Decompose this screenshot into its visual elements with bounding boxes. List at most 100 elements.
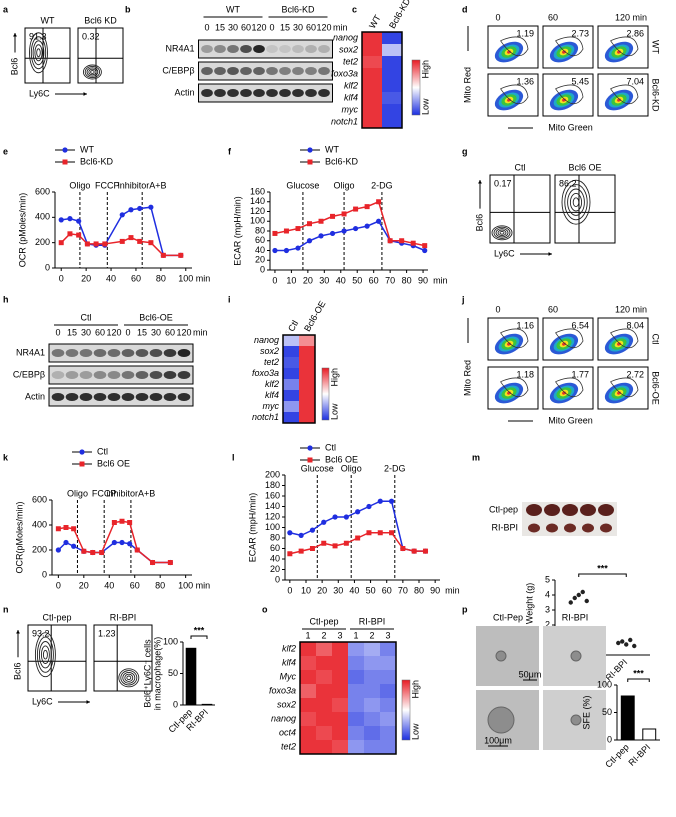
band bbox=[135, 393, 149, 401]
heat-cell bbox=[364, 712, 381, 727]
row-label: klf4 bbox=[265, 390, 279, 400]
heat-cell bbox=[364, 642, 381, 657]
panel-letter: m bbox=[472, 452, 480, 462]
lane-label: 30 bbox=[151, 327, 161, 337]
point bbox=[318, 233, 324, 239]
significance-bracket bbox=[627, 678, 650, 682]
point bbox=[321, 540, 327, 546]
lane-label: 15 bbox=[137, 327, 147, 337]
heat-cell bbox=[300, 726, 317, 741]
point bbox=[580, 589, 585, 595]
band bbox=[79, 349, 93, 357]
point bbox=[309, 527, 316, 533]
y-tick-label: 0 bbox=[260, 264, 265, 274]
legend-label: Bcl6 OE bbox=[97, 458, 130, 468]
x-tick-label: Ctl-pep bbox=[603, 742, 631, 770]
significance-bracket bbox=[190, 635, 208, 639]
point bbox=[90, 550, 96, 555]
lane-label: 0 bbox=[269, 22, 274, 32]
band bbox=[201, 67, 213, 75]
contour bbox=[564, 184, 588, 221]
heat-cell bbox=[380, 670, 397, 685]
point bbox=[332, 514, 338, 520]
heat-cell bbox=[283, 357, 300, 369]
heat-cell bbox=[300, 698, 317, 713]
lane-label: 15 bbox=[215, 22, 225, 32]
heat-cell bbox=[332, 656, 349, 671]
y-axis-label: SFE (%) bbox=[581, 695, 591, 729]
heat-cell bbox=[300, 642, 317, 657]
scale-label: Low bbox=[420, 98, 430, 115]
heat-cell bbox=[299, 368, 316, 380]
contour bbox=[34, 632, 56, 678]
legend-marker bbox=[62, 159, 68, 165]
band bbox=[214, 89, 226, 97]
gate-value: 2.86 bbox=[626, 28, 644, 38]
band bbox=[201, 89, 213, 97]
y-tick-label: 200 bbox=[265, 469, 280, 479]
heat-cell bbox=[382, 44, 403, 57]
blot bbox=[48, 365, 194, 385]
significance: *** bbox=[597, 563, 608, 573]
row-label: notch1 bbox=[331, 116, 358, 126]
point bbox=[127, 520, 133, 525]
heat-cell bbox=[283, 390, 300, 402]
band bbox=[107, 349, 121, 357]
x-axis-label: min bbox=[445, 585, 460, 595]
group-label: RI-BPI bbox=[359, 616, 386, 626]
y-tick-label: 0 bbox=[275, 574, 280, 584]
point bbox=[67, 216, 73, 222]
band bbox=[201, 45, 213, 53]
heat-cell bbox=[382, 56, 403, 69]
legend-marker bbox=[307, 457, 313, 463]
flow-plot bbox=[554, 174, 616, 244]
heat-cell bbox=[362, 56, 383, 69]
point bbox=[343, 540, 349, 546]
heat-cell bbox=[382, 80, 403, 93]
annotation: inhibitorA+B bbox=[118, 180, 167, 190]
color-bar bbox=[321, 367, 330, 421]
lane-label: 30 bbox=[293, 22, 303, 32]
band bbox=[279, 67, 291, 75]
gate-value: 86.2 bbox=[559, 178, 577, 188]
time-label: 120 min bbox=[615, 304, 647, 314]
lane-label: 120 bbox=[316, 22, 331, 32]
lane-label: 0 bbox=[204, 22, 209, 32]
point bbox=[422, 247, 428, 254]
x-tick-label: 30 bbox=[319, 275, 329, 285]
heat-cell bbox=[348, 656, 365, 671]
gate-value: 1.23 bbox=[98, 628, 116, 638]
band bbox=[266, 45, 278, 53]
point bbox=[272, 247, 278, 254]
heat-cell bbox=[362, 80, 383, 93]
image-title: Ctl-Pep bbox=[493, 612, 523, 622]
gate-value: 91.3 bbox=[29, 31, 47, 41]
heat-cell bbox=[380, 726, 397, 741]
heat-cell bbox=[332, 670, 349, 685]
point bbox=[119, 539, 125, 546]
x-tick-label: RI-BPI bbox=[627, 742, 653, 768]
band bbox=[318, 89, 330, 97]
point bbox=[119, 212, 125, 218]
heat-cell bbox=[283, 335, 300, 347]
contour bbox=[42, 649, 48, 660]
gate bbox=[555, 36, 584, 57]
tumor bbox=[528, 523, 540, 533]
plot-title: WT bbox=[41, 15, 55, 25]
band bbox=[93, 371, 107, 379]
row-label: tet2 bbox=[343, 56, 358, 66]
blot bbox=[198, 39, 333, 59]
tumor bbox=[582, 523, 594, 533]
point bbox=[102, 241, 108, 247]
y-tick-label: 160 bbox=[265, 490, 280, 500]
gate bbox=[555, 377, 584, 398]
sphere bbox=[570, 650, 582, 662]
contour bbox=[32, 40, 45, 66]
point bbox=[410, 240, 416, 246]
time-label: 0 bbox=[495, 12, 500, 22]
annotation: inhibitorA+B bbox=[107, 488, 156, 498]
row-label: klf4 bbox=[282, 657, 296, 667]
point bbox=[341, 211, 347, 217]
point bbox=[178, 252, 184, 258]
point bbox=[422, 243, 428, 249]
